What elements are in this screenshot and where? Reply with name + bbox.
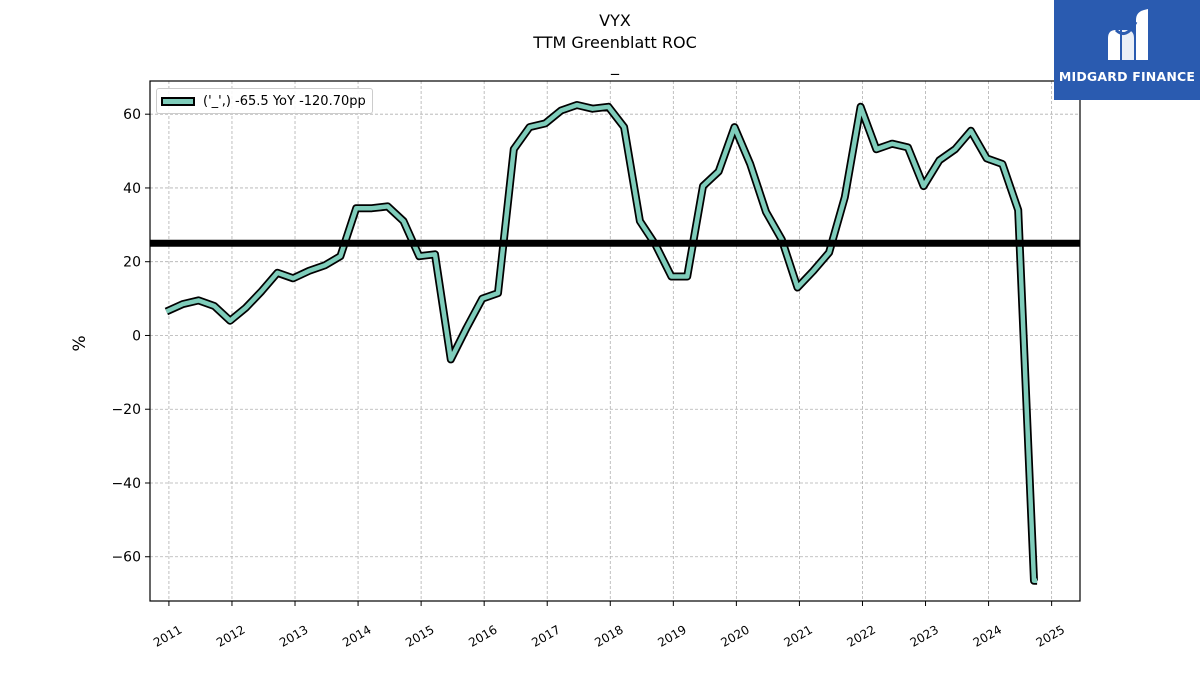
logo-mark-icon bbox=[1108, 9, 1148, 60]
x-tick-label: 2018 bbox=[592, 622, 625, 649]
x-tick-label: 2013 bbox=[277, 622, 310, 649]
plot-frame bbox=[149, 80, 1081, 602]
x-tick-label: 2025 bbox=[1034, 622, 1067, 649]
x-tick-label: 2020 bbox=[718, 622, 751, 649]
y-tick-label: 20 bbox=[123, 255, 141, 271]
y-tick-label: −40 bbox=[111, 476, 141, 492]
legend: ('_',) -65.5 YoY -120.70pp bbox=[156, 88, 373, 114]
brand-logo: MIDGARD FINANCE bbox=[1054, 0, 1200, 100]
x-tick-label: 2017 bbox=[529, 622, 562, 649]
y-tick-label: −60 bbox=[111, 550, 141, 566]
x-tick-label: 2024 bbox=[971, 622, 1004, 649]
x-tick-label: 2022 bbox=[845, 622, 878, 649]
chart-title: VYX bbox=[599, 11, 631, 30]
y-tick-label: 60 bbox=[123, 107, 141, 123]
legend-swatch bbox=[161, 96, 195, 106]
x-tick-label: 2015 bbox=[403, 622, 436, 649]
x-tick-label: 2011 bbox=[151, 622, 184, 649]
x-tick-label: 2019 bbox=[655, 622, 688, 649]
x-tick-label: 2023 bbox=[908, 622, 941, 649]
y-axis-label: % bbox=[70, 335, 90, 351]
plot-area bbox=[150, 81, 1080, 601]
chart-subtitle: TTM Greenblatt ROC bbox=[533, 33, 697, 52]
chart-subtitle-2: _ bbox=[611, 56, 619, 75]
y-tick-label: 40 bbox=[123, 181, 141, 197]
x-tick-label: 2016 bbox=[466, 622, 499, 649]
x-tick-label: 2012 bbox=[214, 622, 247, 649]
y-tick-label: −20 bbox=[111, 402, 141, 418]
x-tick-label: 2021 bbox=[781, 622, 814, 649]
series-line bbox=[165, 102, 1038, 583]
y-tick-label: 0 bbox=[132, 328, 141, 344]
logo-text: MIDGARD FINANCE bbox=[1058, 69, 1196, 84]
x-tick-label: 2014 bbox=[340, 622, 373, 649]
legend-label: ('_',) -65.5 YoY -120.70pp bbox=[203, 93, 366, 109]
